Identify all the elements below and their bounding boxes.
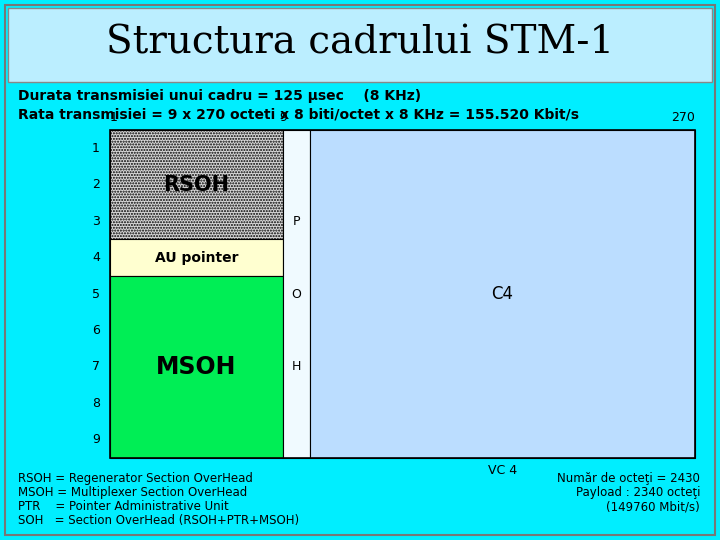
Bar xyxy=(110,276,283,458)
Text: 9: 9 xyxy=(92,433,100,446)
Bar xyxy=(8,8,712,82)
Text: Durata transmisiei unui cadru = 125 μsec    (8 KHz): Durata transmisiei unui cadru = 125 μsec… xyxy=(18,89,421,103)
Text: 1: 1 xyxy=(92,141,100,155)
Text: MSOH = Multiplexer Section OverHead: MSOH = Multiplexer Section OverHead xyxy=(18,486,247,499)
Text: O: O xyxy=(292,287,302,300)
Text: SOH   = Section OverHead (RSOH+PTR+MSOH): SOH = Section OverHead (RSOH+PTR+MSOH) xyxy=(18,514,299,527)
Bar xyxy=(110,130,695,458)
Bar xyxy=(110,239,283,276)
Text: Structura cadrului STM-1: Structura cadrului STM-1 xyxy=(106,24,614,62)
Text: 6: 6 xyxy=(92,324,100,337)
Text: 1: 1 xyxy=(110,111,118,124)
Bar xyxy=(310,130,695,458)
Text: P: P xyxy=(293,214,300,228)
Text: Rata transmisiei = 9 x 270 octeti x 8 biti/octet x 8 KHz = 155.520 Kbit/s: Rata transmisiei = 9 x 270 octeti x 8 bi… xyxy=(18,107,579,121)
Text: PTR    = Pointer Administrative Unit: PTR = Pointer Administrative Unit xyxy=(18,500,229,513)
Text: 9: 9 xyxy=(279,111,287,124)
Text: MSOH: MSOH xyxy=(156,355,237,379)
Text: VC 4: VC 4 xyxy=(488,463,517,476)
Text: 5: 5 xyxy=(92,287,100,300)
Text: 270: 270 xyxy=(671,111,695,124)
Text: 2: 2 xyxy=(92,178,100,191)
Text: RSOH = Regenerator Section OverHead: RSOH = Regenerator Section OverHead xyxy=(18,472,253,485)
Text: H: H xyxy=(292,360,301,373)
Text: C4: C4 xyxy=(492,285,513,303)
Text: 8: 8 xyxy=(92,397,100,410)
Text: (149760 Mbit/s): (149760 Mbit/s) xyxy=(606,500,700,513)
Text: 7: 7 xyxy=(92,360,100,373)
Text: Payload : 2340 octeţi: Payload : 2340 octeţi xyxy=(575,486,700,499)
Bar xyxy=(283,130,310,458)
Bar xyxy=(110,130,283,239)
Text: 3: 3 xyxy=(92,214,100,228)
Text: RSOH: RSOH xyxy=(163,174,230,194)
Text: AU pointer: AU pointer xyxy=(155,251,238,265)
Text: 4: 4 xyxy=(92,251,100,264)
Text: Număr de octeţi = 2430: Număr de octeţi = 2430 xyxy=(557,472,700,485)
